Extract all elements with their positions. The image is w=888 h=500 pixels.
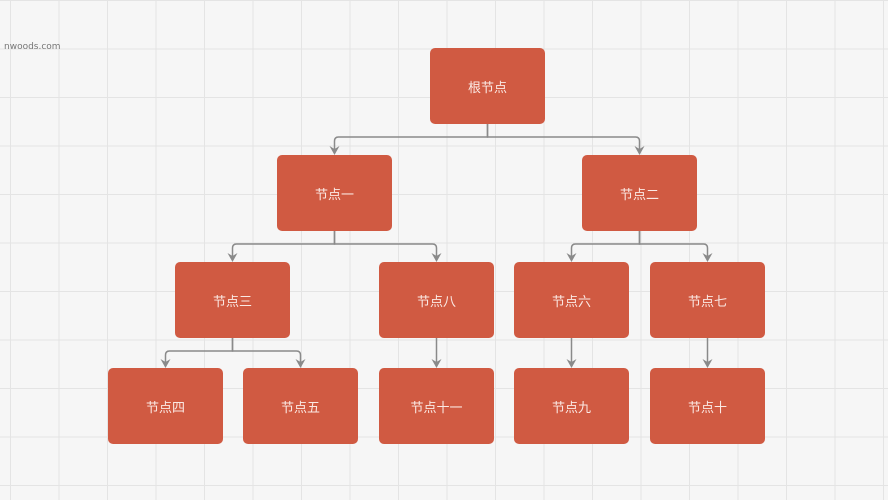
arrowhead-icon (566, 253, 577, 262)
link-n1-n8 (333, 231, 438, 260)
arrowhead-icon (227, 253, 238, 262)
node-label: 节点五 (280, 400, 320, 416)
node-label: 节点十 (687, 400, 727, 416)
node-label: 节点四 (145, 400, 185, 416)
arrowhead-icon (431, 359, 442, 368)
node-n10[interactable]: 节点十 (650, 368, 765, 444)
watermark: nwoods.com (4, 42, 61, 52)
node-n6[interactable]: 节点六 (514, 262, 629, 338)
node-n4[interactable]: 节点四 (108, 368, 223, 444)
node-label: 节点一 (314, 187, 354, 203)
node-n7[interactable]: 节点七 (650, 262, 765, 338)
link-root-n1 (333, 124, 489, 153)
node-label: 节点二 (619, 187, 659, 203)
node-label: 节点三 (212, 294, 252, 310)
arrowhead-icon (702, 359, 713, 368)
node-label: 节点九 (551, 400, 591, 416)
node-n11[interactable]: 节点十一 (379, 368, 494, 444)
link-n1-n3 (231, 231, 336, 260)
link-n2-n6 (570, 231, 641, 260)
arrowhead-icon (431, 253, 442, 262)
node-label: 节点十一 (410, 400, 463, 416)
node-n1[interactable]: 节点一 (277, 155, 392, 231)
node-n3[interactable]: 节点三 (175, 262, 290, 338)
node-label: 节点七 (687, 294, 727, 310)
arrowhead-icon (566, 359, 577, 368)
arrowhead-icon (295, 359, 306, 368)
arrowhead-icon (702, 253, 713, 262)
node-n5[interactable]: 节点五 (243, 368, 358, 444)
link-n3-n5 (231, 338, 302, 366)
node-label: 节点六 (551, 294, 591, 310)
link-n2-n7 (638, 231, 709, 260)
link-n3-n4 (164, 338, 234, 366)
link-root-n2 (486, 124, 641, 153)
node-label: 根节点 (467, 80, 507, 96)
arrowhead-icon (329, 146, 340, 155)
arrowhead-icon (634, 146, 645, 155)
node-n9[interactable]: 节点九 (514, 368, 629, 444)
node-label: 节点八 (416, 294, 456, 310)
arrowhead-icon (160, 359, 171, 368)
node-n2[interactable]: 节点二 (582, 155, 697, 231)
node-n8[interactable]: 节点八 (379, 262, 494, 338)
node-root[interactable]: 根节点 (430, 48, 545, 124)
